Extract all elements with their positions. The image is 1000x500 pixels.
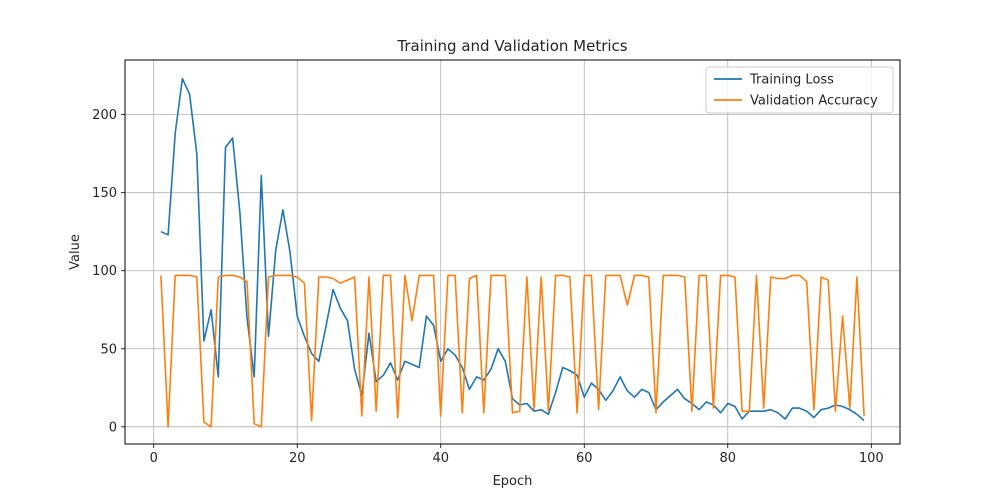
legend-label: Validation Accuracy [750,94,878,109]
legend-label: Training Loss [749,73,834,88]
chart-title: Training and Validation Metrics [396,37,627,55]
y-tick-label: 150 [92,186,117,201]
x-tick-label: 80 [720,451,737,466]
series-lines [160,77,865,428]
x-tick-label: 40 [432,451,449,466]
axis-ticks: 0 20 40 60 80 100 0 50 100 150 200 [92,108,884,466]
y-tick-label: 0 [109,420,117,435]
y-axis-label: Value [68,234,83,270]
series-line-validation-accuracy [160,274,865,428]
legend-box [705,66,894,114]
x-tick-label: 20 [289,451,306,466]
y-tick-label: 100 [92,264,117,279]
x-tick-label: 100 [859,451,884,466]
plot-frame [124,59,901,445]
x-axis-label: Epoch [493,474,533,489]
legend: Training Loss Validation Accuracy [705,66,894,114]
x-tick-label: 0 [150,451,158,466]
x-tick-label: 60 [576,451,593,466]
grid [125,60,900,444]
y-tick-label: 50 [100,342,117,357]
y-tick-label: 200 [92,108,117,123]
